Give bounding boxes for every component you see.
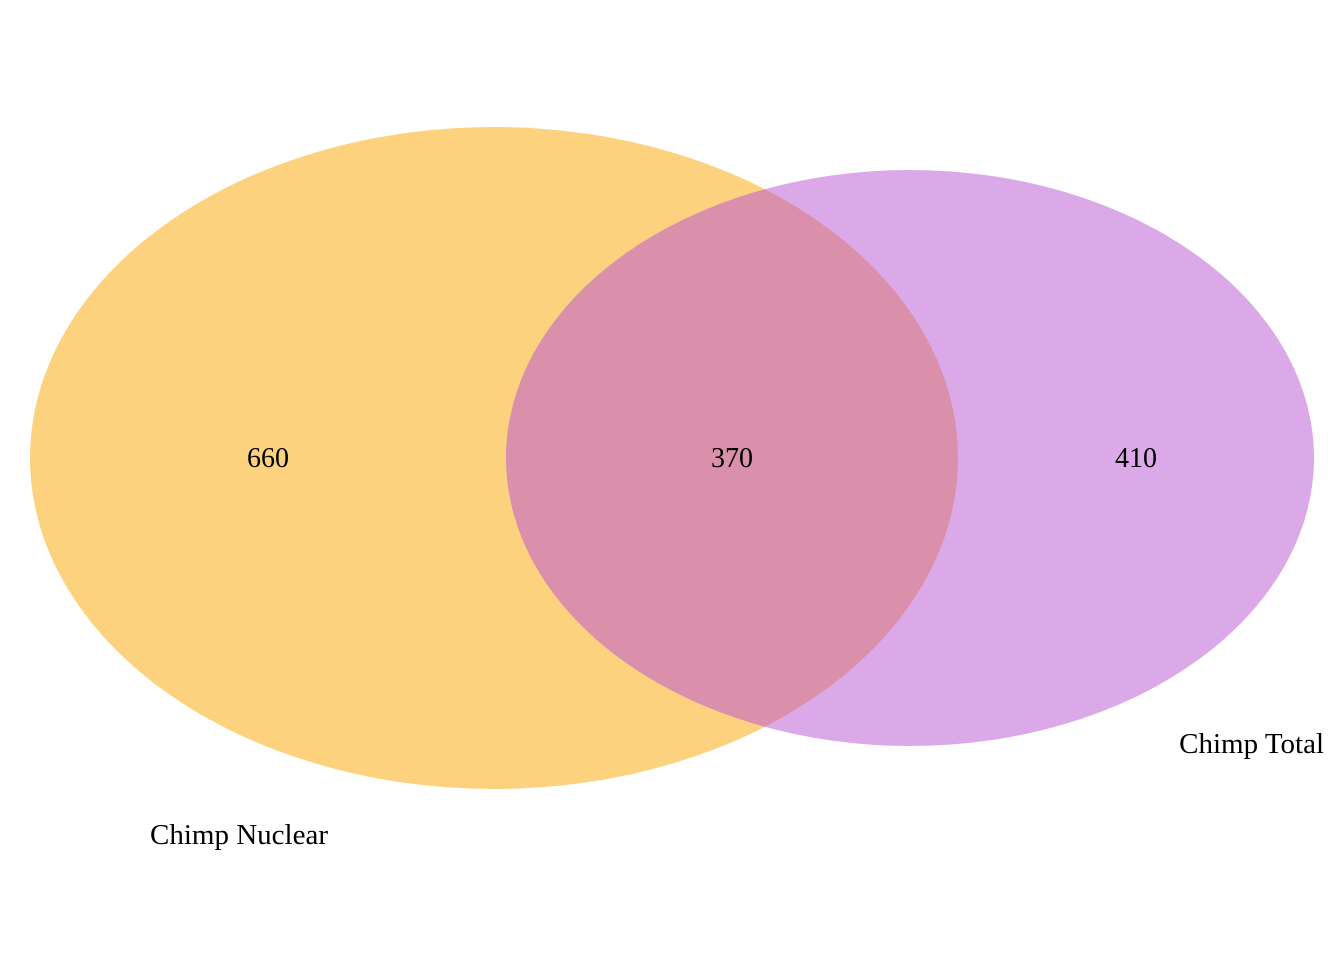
overlap-region	[506, 170, 958, 746]
count-chimp-nuclear-only: 660	[247, 443, 289, 474]
count-overlap: 370	[711, 443, 753, 474]
label-chimp-nuclear: Chimp Nuclear	[150, 819, 328, 851]
label-chimp-total: Chimp Total	[1179, 728, 1324, 760]
count-chimp-total-only: 410	[1115, 443, 1157, 474]
